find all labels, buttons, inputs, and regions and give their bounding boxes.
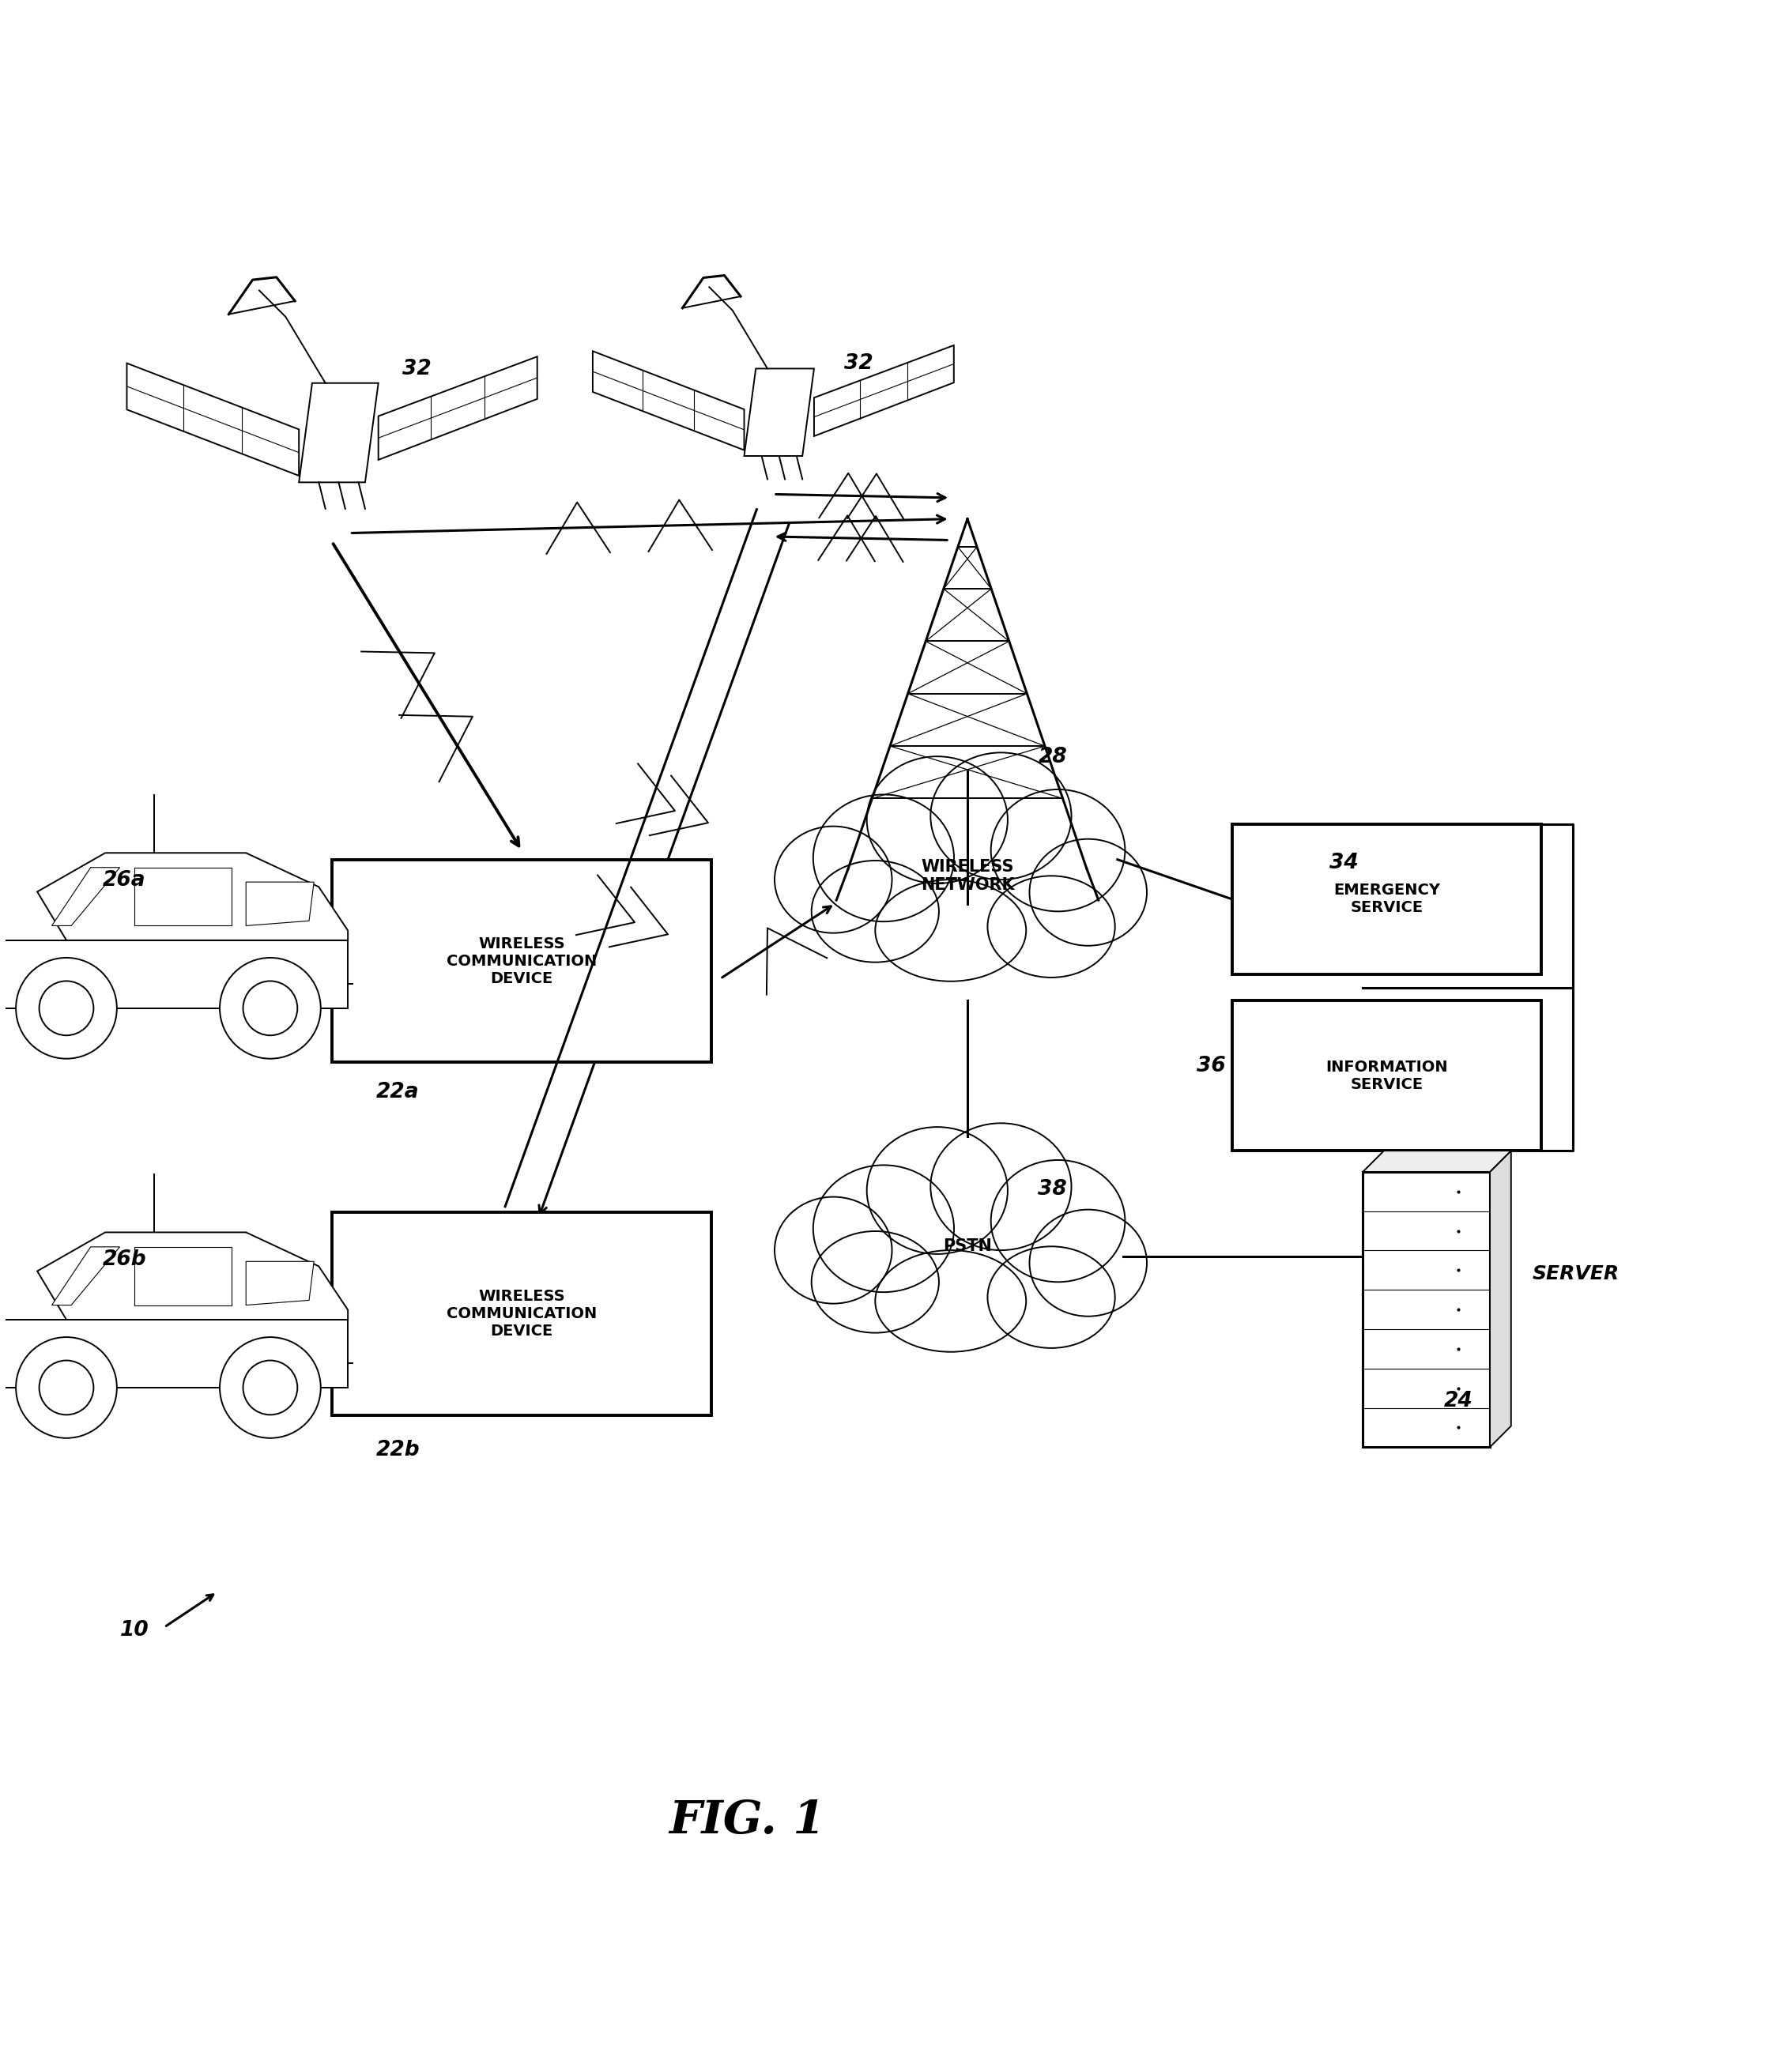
Ellipse shape	[774, 827, 892, 932]
Text: INFORMATION
SERVICE: INFORMATION SERVICE	[1325, 1059, 1447, 1092]
Text: EMERGENCY
SERVICE: EMERGENCY SERVICE	[1334, 883, 1440, 916]
Polygon shape	[0, 941, 348, 1009]
Circle shape	[243, 980, 297, 1036]
Polygon shape	[593, 350, 744, 450]
Ellipse shape	[987, 876, 1115, 978]
Polygon shape	[1362, 1150, 1511, 1173]
Polygon shape	[744, 369, 813, 456]
Polygon shape	[298, 383, 378, 483]
Circle shape	[16, 1336, 117, 1438]
Ellipse shape	[987, 1247, 1115, 1349]
Polygon shape	[126, 363, 298, 477]
Text: FIG. 1: FIG. 1	[668, 1798, 826, 1844]
Polygon shape	[0, 1320, 348, 1388]
Bar	[332, 860, 712, 1063]
Circle shape	[243, 1361, 297, 1415]
Ellipse shape	[991, 789, 1124, 912]
Circle shape	[220, 1336, 321, 1438]
Circle shape	[39, 1361, 94, 1415]
Polygon shape	[135, 868, 231, 926]
Ellipse shape	[774, 1198, 892, 1303]
Text: WIRELESS
COMMUNICATION
DEVICE: WIRELESS COMMUNICATION DEVICE	[446, 1289, 597, 1339]
Text: 34: 34	[1328, 852, 1359, 872]
Polygon shape	[378, 356, 536, 460]
Polygon shape	[245, 883, 314, 926]
Bar	[1233, 825, 1542, 974]
Circle shape	[220, 957, 321, 1059]
Text: 36: 36	[1197, 1055, 1225, 1075]
Polygon shape	[52, 1247, 119, 1305]
Text: 22a: 22a	[377, 1082, 419, 1102]
Text: WIRELESS
COMMUNICATION
DEVICE: WIRELESS COMMUNICATION DEVICE	[446, 937, 597, 986]
Bar	[332, 1212, 712, 1415]
Text: 24: 24	[1444, 1390, 1472, 1411]
Text: WIRELESS
NETWORK: WIRELESS NETWORK	[920, 858, 1014, 893]
Ellipse shape	[876, 1249, 1027, 1351]
Ellipse shape	[1030, 1210, 1147, 1316]
Bar	[1233, 1001, 1542, 1150]
Ellipse shape	[812, 860, 940, 961]
Polygon shape	[52, 868, 119, 926]
Bar	[1362, 1173, 1490, 1446]
Polygon shape	[37, 1233, 348, 1320]
Ellipse shape	[813, 1164, 954, 1293]
Ellipse shape	[991, 1160, 1124, 1283]
Text: PSTN: PSTN	[943, 1239, 991, 1254]
Circle shape	[39, 980, 94, 1036]
Text: 28: 28	[1037, 746, 1067, 767]
Polygon shape	[37, 854, 348, 941]
Text: 22b: 22b	[377, 1440, 421, 1461]
Text: 32: 32	[844, 352, 874, 373]
Polygon shape	[1490, 1150, 1511, 1446]
Text: 10: 10	[121, 1620, 149, 1641]
Ellipse shape	[876, 881, 1027, 982]
Text: 32: 32	[403, 358, 432, 379]
Ellipse shape	[813, 794, 954, 922]
Text: 26a: 26a	[103, 870, 146, 891]
Text: 26b: 26b	[103, 1249, 147, 1270]
Ellipse shape	[1030, 839, 1147, 945]
Ellipse shape	[931, 752, 1071, 881]
Text: 38: 38	[1037, 1179, 1067, 1200]
Polygon shape	[245, 1262, 314, 1305]
Ellipse shape	[812, 1231, 940, 1332]
Ellipse shape	[931, 1123, 1071, 1249]
Ellipse shape	[867, 1127, 1007, 1254]
Polygon shape	[813, 346, 954, 435]
Text: SERVER: SERVER	[1533, 1264, 1620, 1285]
Circle shape	[16, 957, 117, 1059]
Ellipse shape	[867, 756, 1007, 883]
Polygon shape	[135, 1247, 231, 1305]
